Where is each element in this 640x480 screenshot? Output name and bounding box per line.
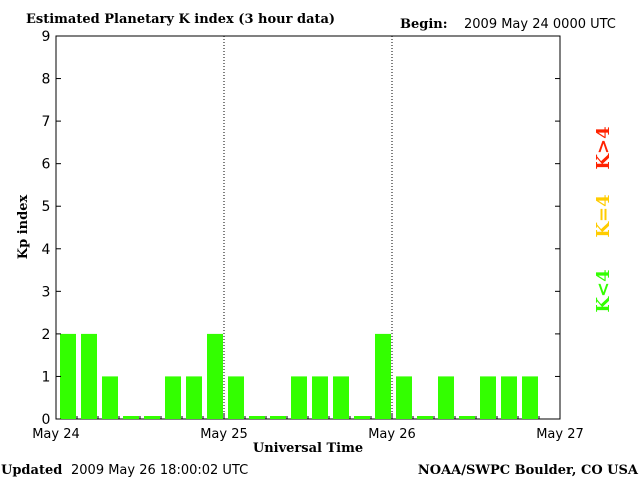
kp-bar <box>228 376 244 419</box>
y-tick-label: 1 <box>42 369 51 385</box>
legend-k-greater-4: K>4 <box>593 126 614 169</box>
x-tick-label: May 27 <box>536 427 584 442</box>
y-tick-label: 5 <box>42 199 51 215</box>
y-tick-label: 0 <box>42 412 51 428</box>
day-separators <box>223 36 393 419</box>
kp-bar <box>186 376 202 419</box>
y-tick-label: 3 <box>42 284 51 300</box>
kp-bar <box>459 416 475 419</box>
plot-frame <box>55 35 561 420</box>
y-tick-label: 4 <box>42 242 51 258</box>
kp-bar <box>60 333 76 419</box>
kp-bar <box>144 416 160 419</box>
updated-label: Updated <box>1 463 62 478</box>
updated-value: 2009 May 26 18:00:02 UTC <box>71 463 248 478</box>
legend-k-equal-4: K=4 <box>593 194 614 237</box>
x-tick-label: May 24 <box>32 427 80 442</box>
kp-bar <box>375 333 391 419</box>
kp-bar <box>480 376 496 419</box>
begin-value: 2009 May 24 0000 UTC <box>464 17 616 32</box>
kp-bar <box>417 416 433 419</box>
y-ticks: 0 1 2 3 4 5 6 7 8 9 <box>42 29 560 428</box>
y-tick-label: 2 <box>42 327 51 343</box>
bars <box>60 333 538 419</box>
chart-title: Estimated Planetary K index (3 hour data… <box>26 12 335 27</box>
kp-bar <box>249 416 265 419</box>
kp-bar <box>312 376 328 419</box>
kp-bar <box>102 376 118 419</box>
y-tick-label: 7 <box>42 114 51 130</box>
kp-bar <box>333 376 349 419</box>
x-tick-label: May 26 <box>368 427 416 442</box>
x-tick-label: May 25 <box>200 427 248 442</box>
x-axis-label: Universal Time <box>253 441 363 456</box>
y-tick-label: 6 <box>42 157 51 173</box>
legend-k-less-4: K<4 <box>593 269 614 312</box>
kp-bar <box>501 376 517 419</box>
y-axis-label: Kp index <box>16 195 31 260</box>
kp-bar <box>123 416 139 419</box>
kp-bar <box>81 333 97 419</box>
kp-bar <box>438 376 454 419</box>
kp-bar <box>396 376 412 419</box>
kp-bar <box>207 333 223 419</box>
y-tick-label: 9 <box>42 29 51 45</box>
begin-label: Begin: <box>400 17 448 32</box>
y-tick-label: 8 <box>42 72 51 88</box>
kp-bar <box>354 416 370 419</box>
kp-bar <box>291 376 307 419</box>
kp-bar <box>270 416 286 419</box>
source-credit: NOAA/SWPC Boulder, CO USA <box>418 463 639 478</box>
kp-bar <box>522 376 538 419</box>
kp-bar <box>165 376 181 419</box>
x-ticks: May 24 May 25 May 26 May 27 <box>32 413 584 442</box>
